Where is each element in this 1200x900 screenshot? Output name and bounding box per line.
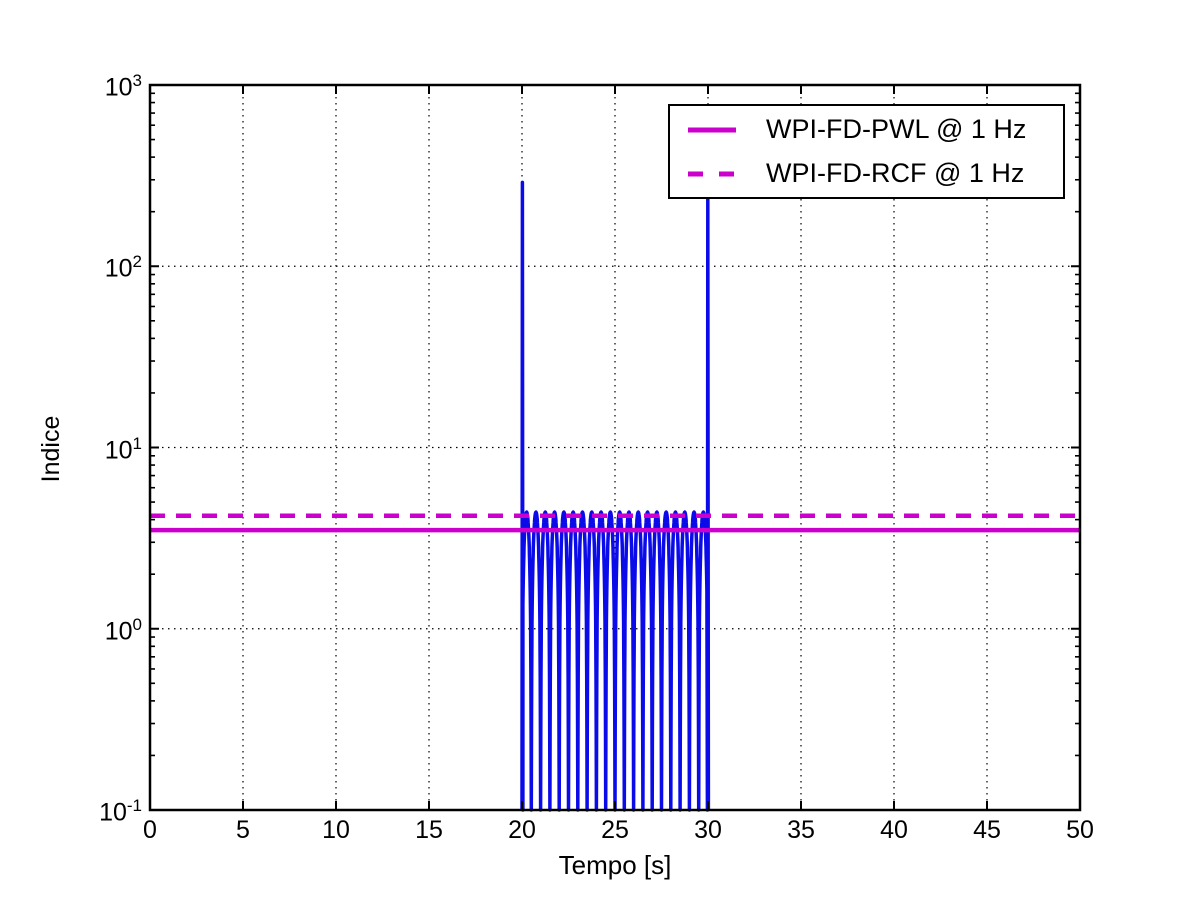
legend-label: WPI-FD-RCF @ 1 Hz xyxy=(766,158,1025,188)
legend-entry: WPI-FD-PWL @ 1 Hz xyxy=(670,111,1063,149)
legend: WPI-FD-PWL @ 1 Hz WPI-FD-RCF @ 1 Hz xyxy=(668,104,1065,199)
legend-entry: WPI-FD-RCF @ 1 Hz xyxy=(670,155,1063,193)
legend-line-sample-solid xyxy=(688,127,736,132)
legend-line-sample-dashed xyxy=(688,171,736,176)
legend-label: WPI-FD-PWL @ 1 Hz xyxy=(766,114,1027,144)
